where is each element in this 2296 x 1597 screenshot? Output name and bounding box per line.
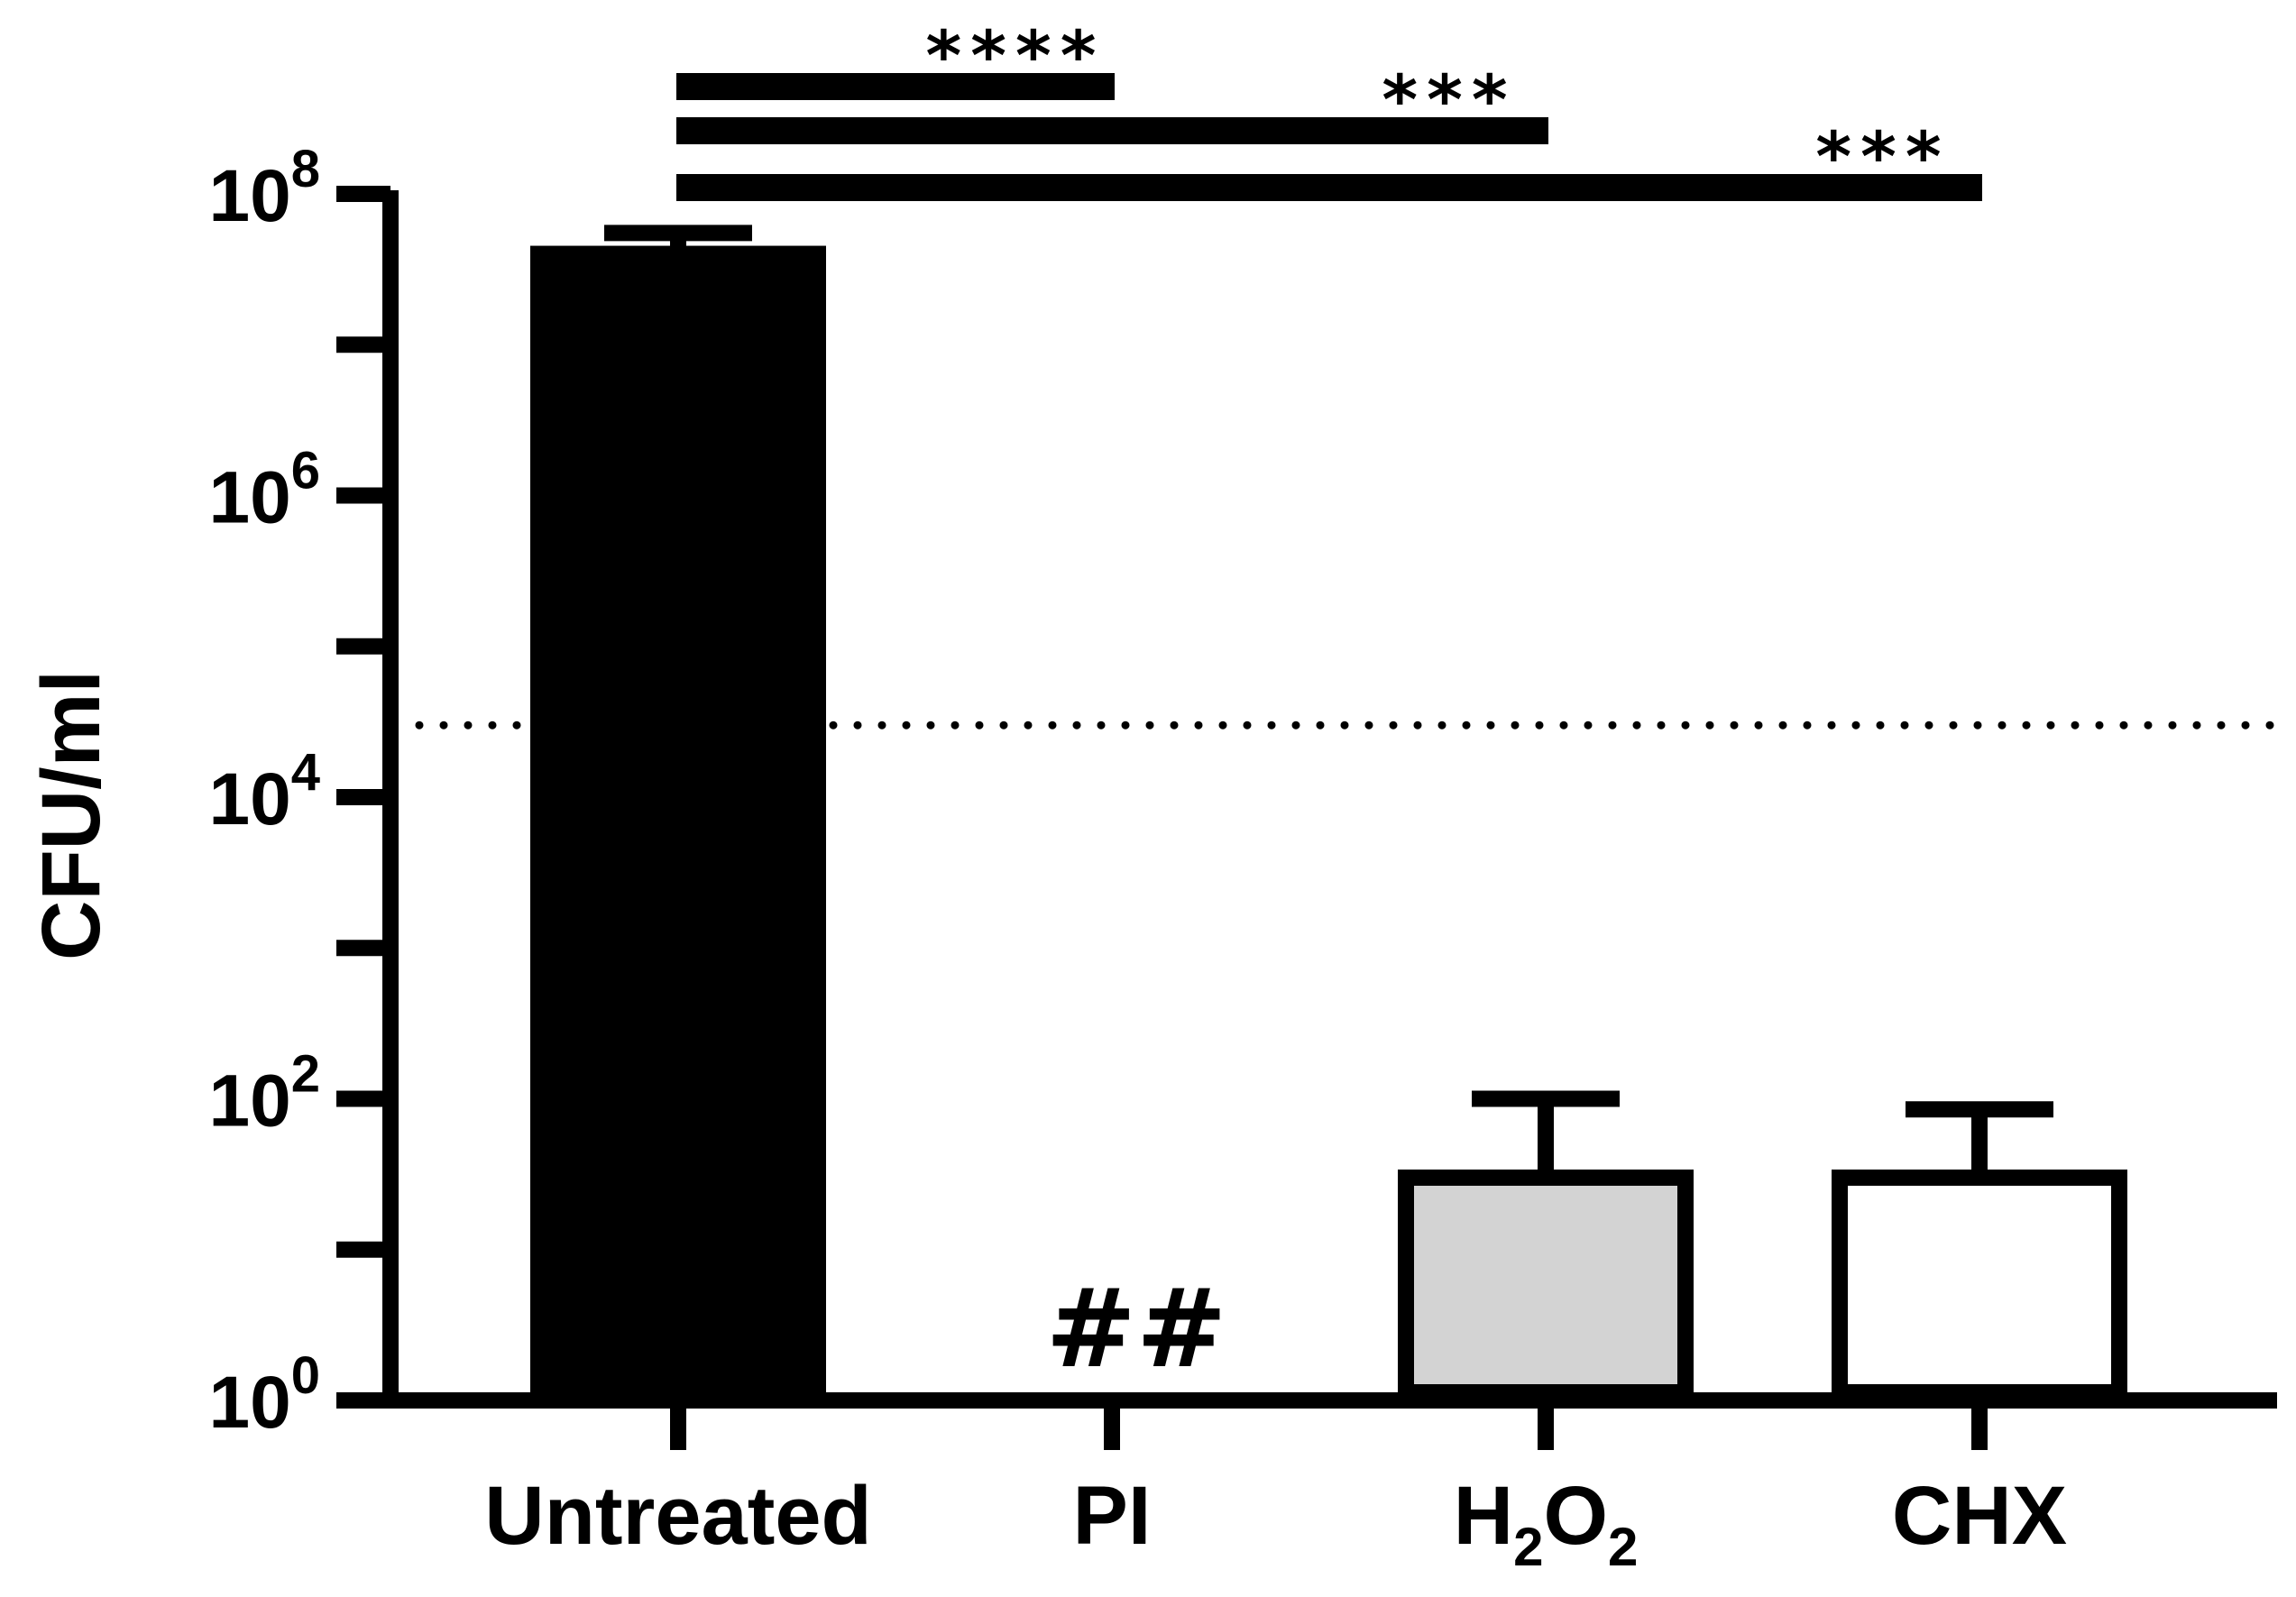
significance-label-0: ****: [926, 15, 1106, 96]
annotation-hash-0: ##: [1045, 1267, 1226, 1392]
y-tick-label-0: 100: [209, 1346, 320, 1444]
y-axis-title: CFU/ml: [25, 670, 117, 960]
category-label-0: Untreated: [484, 1470, 871, 1562]
category-label-2: H2O2: [1454, 1470, 1639, 1577]
y-tick-label-4: 108: [209, 140, 320, 237]
category-label-1: PI: [1073, 1470, 1152, 1562]
y-tick-label-1: 102: [209, 1045, 320, 1143]
bar-0: [530, 245, 826, 1401]
category-label-3: CHX: [1892, 1470, 2067, 1562]
y-tick-label-3: 106: [209, 442, 320, 539]
bar-2: [1398, 1169, 1694, 1400]
significance-label-1: ***: [1382, 60, 1516, 140]
bar-3: [1832, 1169, 2127, 1400]
significance-label-2: ***: [1815, 116, 1950, 197]
y-tick-label-2: 104: [209, 743, 320, 840]
